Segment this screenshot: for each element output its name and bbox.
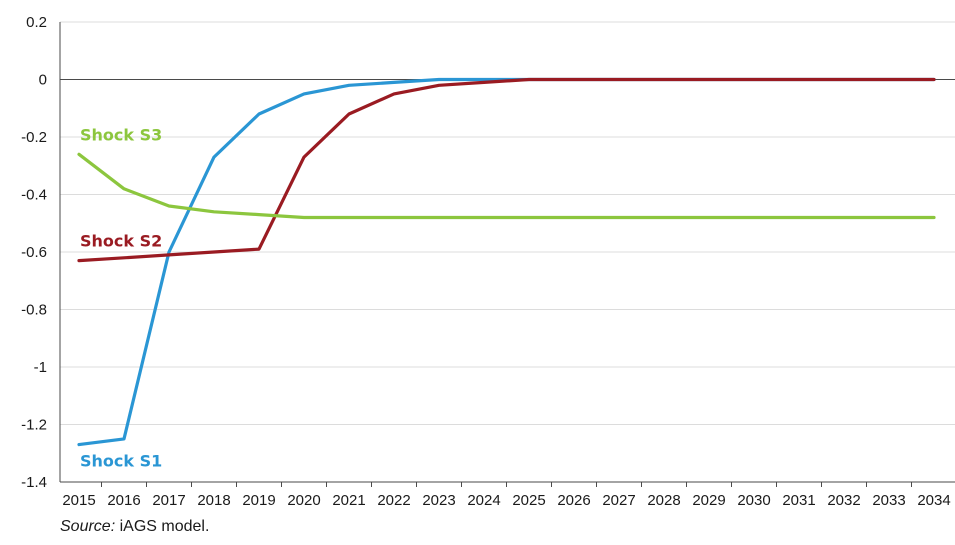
source-prefix: Source: — [60, 518, 116, 535]
x-tick-label: 2016 — [107, 492, 140, 509]
x-tick-label: 2031 — [782, 492, 815, 509]
series-lines — [77, 77, 936, 447]
x-tick-label: 2027 — [602, 492, 635, 509]
series-line — [77, 77, 936, 447]
x-tick-label: 2029 — [692, 492, 725, 509]
x-tick-label: 2032 — [827, 492, 860, 509]
y-tick-label: -1.4 — [21, 474, 47, 491]
series-line — [77, 77, 936, 263]
series-label: Shock S3 — [80, 125, 162, 144]
x-tick-labels: 2015 2016 2017 2018 2019 2020 2021 2022 2023 2024… — [62, 492, 950, 509]
y-tick-label: -1.2 — [21, 417, 47, 434]
x-tick-label: 2026 — [557, 492, 590, 509]
series-line — [77, 152, 936, 220]
x-tick-label: 2021 — [332, 492, 365, 509]
source-text: iAGS model. — [115, 518, 210, 535]
x-tick-label: 2022 — [377, 492, 410, 509]
y-tick-label: 0 — [39, 72, 47, 89]
x-tick-label: 2019 — [242, 492, 275, 509]
x-tick-label: 2015 — [62, 492, 95, 509]
y-tick-label: -0.6 — [21, 244, 47, 261]
x-tick-label: 2020 — [287, 492, 320, 509]
x-tick-label: 2030 — [737, 492, 770, 509]
x-tick-label: 2034 — [917, 492, 950, 509]
x-tick-label: 2017 — [152, 492, 185, 509]
y-tick-label: 0.2 — [26, 14, 47, 31]
series-label: Shock S1 — [80, 452, 162, 471]
y-tick-label: -0.8 — [21, 302, 47, 319]
x-tick-label: 2033 — [872, 492, 905, 509]
x-tick-label: 2025 — [512, 492, 545, 509]
x-tick-label: 2018 — [197, 492, 230, 509]
x-tick-label: 2023 — [422, 492, 455, 509]
series-label: Shock S2 — [80, 232, 162, 251]
y-tick-label: -1 — [34, 359, 47, 376]
y-tick-labels: 0.2 0 -0.2 -0.4 -0.6 -0.8 -1 -1.2 -1.4 — [21, 14, 47, 491]
series-labels: Shock S1 Shock S2 Shock S3 — [80, 125, 162, 470]
x-tick-label: 2028 — [647, 492, 680, 509]
source-note: Source: iAGS model. — [60, 518, 209, 536]
y-tick-label: -0.4 — [21, 187, 47, 204]
x-tick-label: 2024 — [467, 492, 500, 509]
y-tick-label: -0.2 — [21, 129, 47, 146]
